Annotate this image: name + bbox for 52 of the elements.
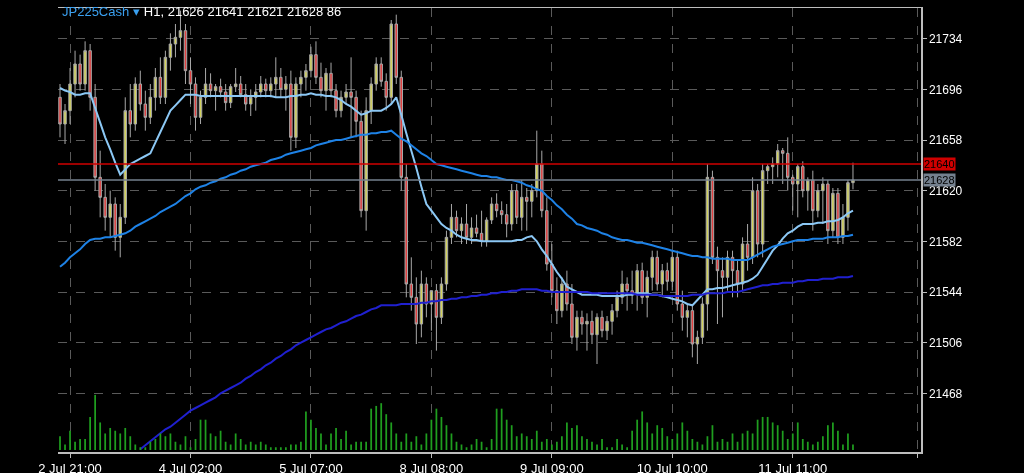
candlestick xyxy=(444,230,449,292)
x-tick-label: 8 Jul 08:00 xyxy=(399,461,464,473)
line-series xyxy=(139,275,854,451)
candlestick xyxy=(720,256,725,318)
y-tick-label: 21620 xyxy=(928,183,963,198)
candlestick xyxy=(188,56,193,105)
ref-line-label: 21628 xyxy=(924,174,955,186)
candlestick xyxy=(208,72,213,98)
y-tick-label: 21696 xyxy=(928,82,963,97)
candlestick xyxy=(700,296,705,345)
y-tick-label: 21506 xyxy=(928,335,963,350)
candlestick xyxy=(434,283,439,352)
candlestick xyxy=(429,290,434,332)
candlestick xyxy=(730,250,735,298)
candlestick xyxy=(173,23,178,58)
candlestick xyxy=(158,56,163,105)
candlestick xyxy=(163,50,168,105)
candlestick xyxy=(193,76,198,132)
x-tick-label: 10 Jul 10:00 xyxy=(636,461,708,473)
candlestick xyxy=(474,214,479,238)
candlestick xyxy=(198,90,203,125)
candlestick xyxy=(203,67,208,105)
candlestick xyxy=(168,32,173,72)
candlestick xyxy=(755,183,760,258)
candlestick xyxy=(183,23,188,85)
line-series xyxy=(59,129,854,268)
x-tick-label: 9 Jul 09:00 xyxy=(520,461,584,473)
candlestick xyxy=(464,203,469,245)
candlestick xyxy=(695,330,700,365)
chart-subtitle: H1, 21626 21641 21621 21628 86 xyxy=(143,4,342,19)
candlestick xyxy=(218,78,223,98)
ref-line-label: 21640 xyxy=(924,158,955,170)
chart-title: JP225Cash ▾ xyxy=(62,4,140,19)
x-tick-label: 2 Jul 21:00 xyxy=(38,461,102,473)
candlestick xyxy=(715,246,720,325)
candlestick xyxy=(469,216,474,245)
x-tick-label: 5 Jul 07:00 xyxy=(279,461,343,473)
x-tick-label: 4 Jul 02:00 xyxy=(158,461,223,473)
y-tick-label: 21658 xyxy=(928,133,963,148)
candlestick xyxy=(479,210,484,248)
candlestick xyxy=(735,259,740,298)
y-tick-label: 21734 xyxy=(928,31,963,46)
candlestick xyxy=(770,156,775,185)
y-tick-label: 21582 xyxy=(928,234,963,249)
candlestick xyxy=(213,83,218,112)
candlestick xyxy=(449,203,454,245)
candlestick xyxy=(459,216,464,245)
y-tick-label: 21544 xyxy=(928,285,963,300)
y-tick-label: 21468 xyxy=(928,386,963,401)
x-tick-label: 11 Jul 11:00 xyxy=(758,461,828,473)
candlestick xyxy=(745,223,750,272)
line-series xyxy=(59,87,854,307)
